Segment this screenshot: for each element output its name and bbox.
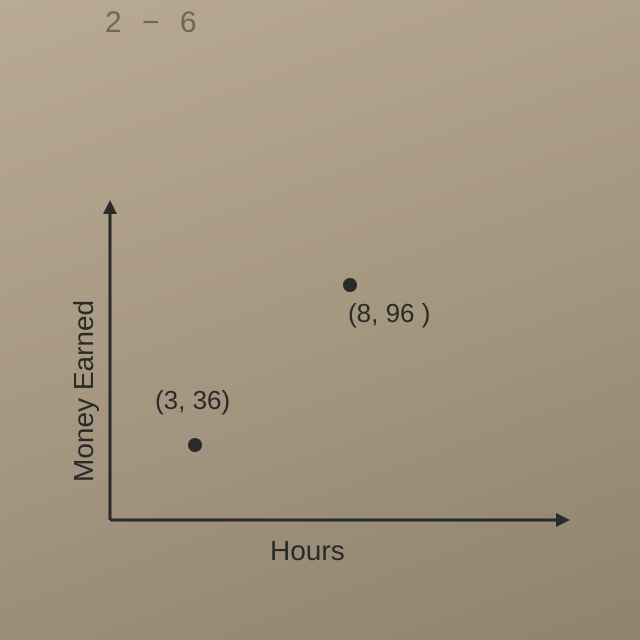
point-label-1: (8, 96 ) — [348, 298, 430, 329]
x-axis-label: Hours — [270, 535, 345, 567]
handwritten-note: 2 − 6 — [105, 6, 203, 40]
chart-axes — [40, 190, 600, 560]
y-axis-label: Money Earned — [68, 300, 100, 482]
point-label-0: (3, 36) — [155, 385, 230, 416]
scatter-chart: Money Earned Hours (3, 36)(8, 96 ) — [40, 190, 600, 560]
